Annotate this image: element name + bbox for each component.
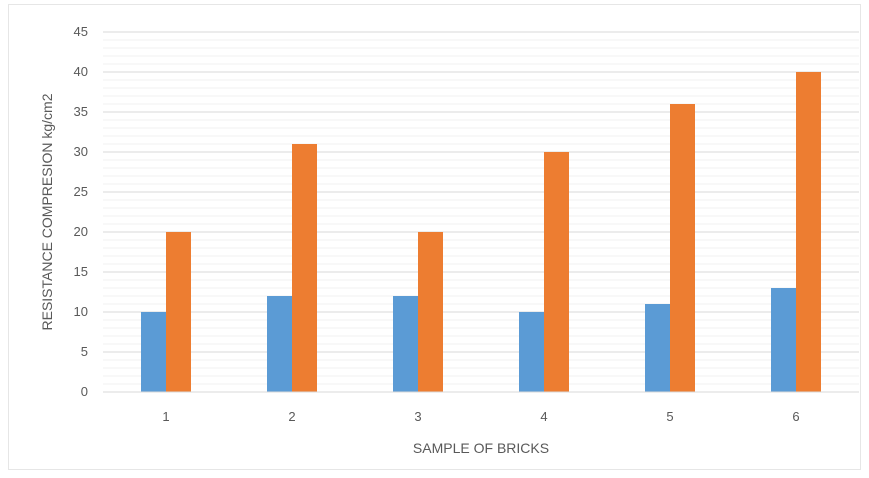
- y-tick-label: 40: [74, 64, 88, 79]
- x-tick-label: 6: [792, 409, 799, 424]
- x-tick-label: 2: [288, 409, 295, 424]
- y-tick-label: 15: [74, 264, 88, 279]
- bar-series-2-cat-2: [292, 144, 317, 392]
- bar-series-2-cat-6: [796, 72, 821, 392]
- y-tick-label: 35: [74, 104, 88, 119]
- bar-series-1-cat-2: [267, 296, 292, 392]
- bar-series-2-cat-3: [418, 232, 443, 392]
- bar-series-1-cat-3: [393, 296, 418, 392]
- y-tick-label: 25: [74, 184, 88, 199]
- y-tick-label: 45: [74, 24, 88, 39]
- x-tick-label: 5: [666, 409, 673, 424]
- bar-series-2-cat-1: [166, 232, 191, 392]
- x-axis-title: SAMPLE OF BRICKS: [413, 440, 549, 456]
- y-tick-label: 20: [74, 224, 88, 239]
- bar-series-1-cat-4: [519, 312, 544, 392]
- bar-series-1-cat-6: [771, 288, 796, 392]
- x-tick-label: 1: [162, 409, 169, 424]
- bars: [141, 72, 821, 392]
- x-tick-label: 4: [540, 409, 547, 424]
- bar-series-2-cat-5: [670, 104, 695, 392]
- x-tick-labels: 1 2 3 4 5 6: [162, 409, 799, 424]
- gridlines: [103, 31, 859, 385]
- x-tick-label: 3: [414, 409, 421, 424]
- y-tick-labels: 0 5 10 15 20 25 30 35 40 45: [74, 24, 88, 399]
- bar-series-2-cat-4: [544, 152, 569, 392]
- y-tick-label: 5: [81, 344, 88, 359]
- bar-series-1-cat-1: [141, 312, 166, 392]
- y-tick-label: 30: [74, 144, 88, 159]
- bar-series-1-cat-5: [645, 304, 670, 392]
- y-tick-label: 10: [74, 304, 88, 319]
- y-axis-title: RESISTANCE COMPRESION kg/cm2: [39, 93, 55, 330]
- y-tick-label: 0: [81, 384, 88, 399]
